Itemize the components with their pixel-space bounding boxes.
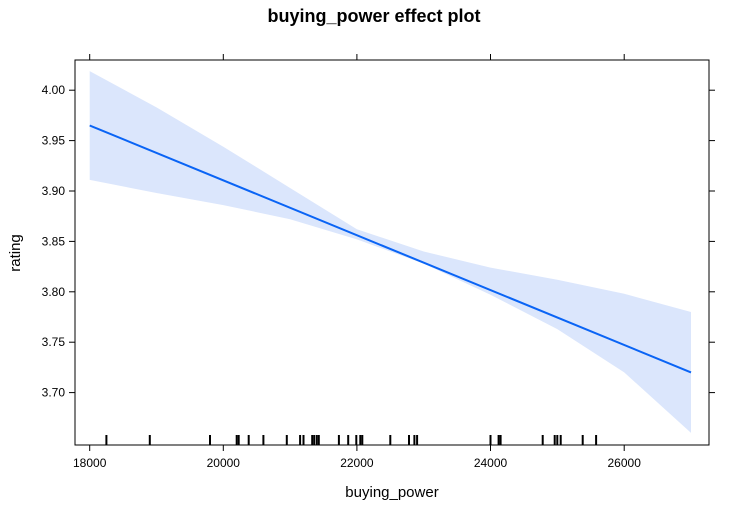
fit-line-layer <box>89 124 692 374</box>
rug-layer <box>105 435 598 445</box>
y-tick-label: 3.90 <box>42 184 66 198</box>
y-tick-label: 3.95 <box>42 134 66 148</box>
chart-title: buying_power effect plot <box>267 6 480 26</box>
y-tick-label: 3.75 <box>42 335 66 349</box>
x-tick-label: 26000 <box>608 456 642 470</box>
x-axis: 18000 20000 22000 24000 26000 <box>73 54 641 470</box>
x-axis-label: buying_power <box>345 484 438 501</box>
x-tick-label: 22000 <box>340 456 374 470</box>
y-tick-label: 3.85 <box>42 234 66 248</box>
x-tick-label: 24000 <box>474 456 508 470</box>
y-tick-label: 4.00 <box>42 83 66 97</box>
x-tick-label: 20000 <box>207 456 241 470</box>
y-tick-label: 3.80 <box>42 285 66 299</box>
confidence-band <box>89 71 691 433</box>
confidence-band-layer <box>89 71 691 433</box>
y-tick-label: 3.70 <box>42 386 66 400</box>
y-axis-label: rating <box>7 234 24 272</box>
plot-frame <box>74 59 710 446</box>
fit-line <box>89 124 692 374</box>
x-tick-label: 18000 <box>73 456 107 470</box>
y-axis: 3.70 3.75 3.80 3.85 3.90 3.95 4.00 <box>42 83 715 400</box>
